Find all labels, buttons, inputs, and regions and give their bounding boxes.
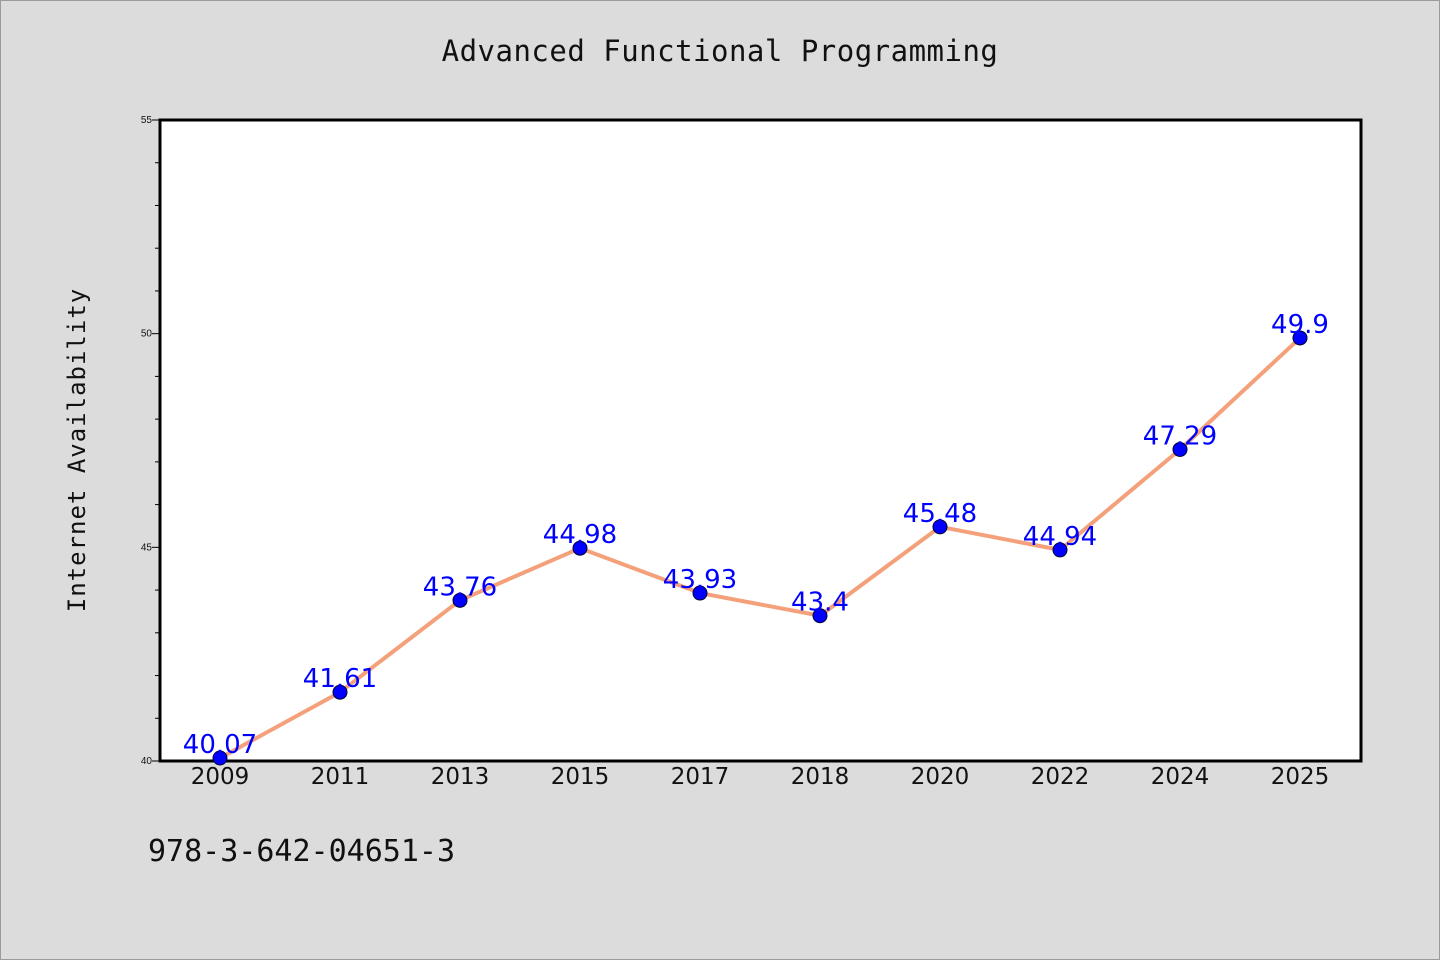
data-point: [212, 750, 228, 766]
data-label: 41.61: [303, 664, 377, 694]
data-point: [572, 540, 588, 556]
data-point: [812, 608, 828, 624]
data-point: [1172, 441, 1188, 457]
data-label: 49.9: [1271, 310, 1329, 340]
data-label: 40.07: [183, 730, 257, 760]
x-tick-label: 2011: [311, 764, 370, 790]
x-tick-label: 2020: [911, 764, 970, 790]
series-line: [219, 336, 1302, 760]
data-point: [1292, 330, 1308, 346]
x-tick-label: 2022: [1031, 764, 1090, 790]
data-label: 44.94: [1023, 522, 1097, 552]
data-label: 44.98: [543, 520, 617, 550]
isbn-code: 978-3-642-04651-3: [148, 834, 456, 869]
x-tick-label: 2024: [1151, 764, 1210, 790]
x-tick-label: 2013: [431, 764, 490, 790]
x-tick-label: 2025: [1271, 764, 1330, 790]
plot-area: [158, 118, 1363, 763]
data-point: [332, 684, 348, 700]
data-label: 43.76: [423, 572, 497, 602]
data-label: 45.48: [903, 499, 977, 529]
y-tick-label: 40: [141, 756, 153, 767]
y-tick-label: 45: [141, 542, 153, 553]
data-label: 47.29: [1143, 421, 1217, 451]
chart-title: Advanced Functional Programming: [441, 34, 999, 68]
data-point: [452, 592, 468, 608]
x-tick-label: 2018: [791, 764, 850, 790]
x-tick-label: 2009: [191, 764, 250, 790]
data-label: 43.4: [791, 588, 849, 618]
data-point: [932, 519, 948, 535]
data-point: [1052, 542, 1068, 558]
y-tick-label: 55: [141, 115, 153, 126]
data-label: 43.93: [663, 565, 737, 595]
y-tick-label: 50: [141, 329, 153, 340]
x-tick-label: 2015: [551, 764, 610, 790]
x-tick-label: 2017: [671, 764, 730, 790]
data-point: [692, 585, 708, 601]
